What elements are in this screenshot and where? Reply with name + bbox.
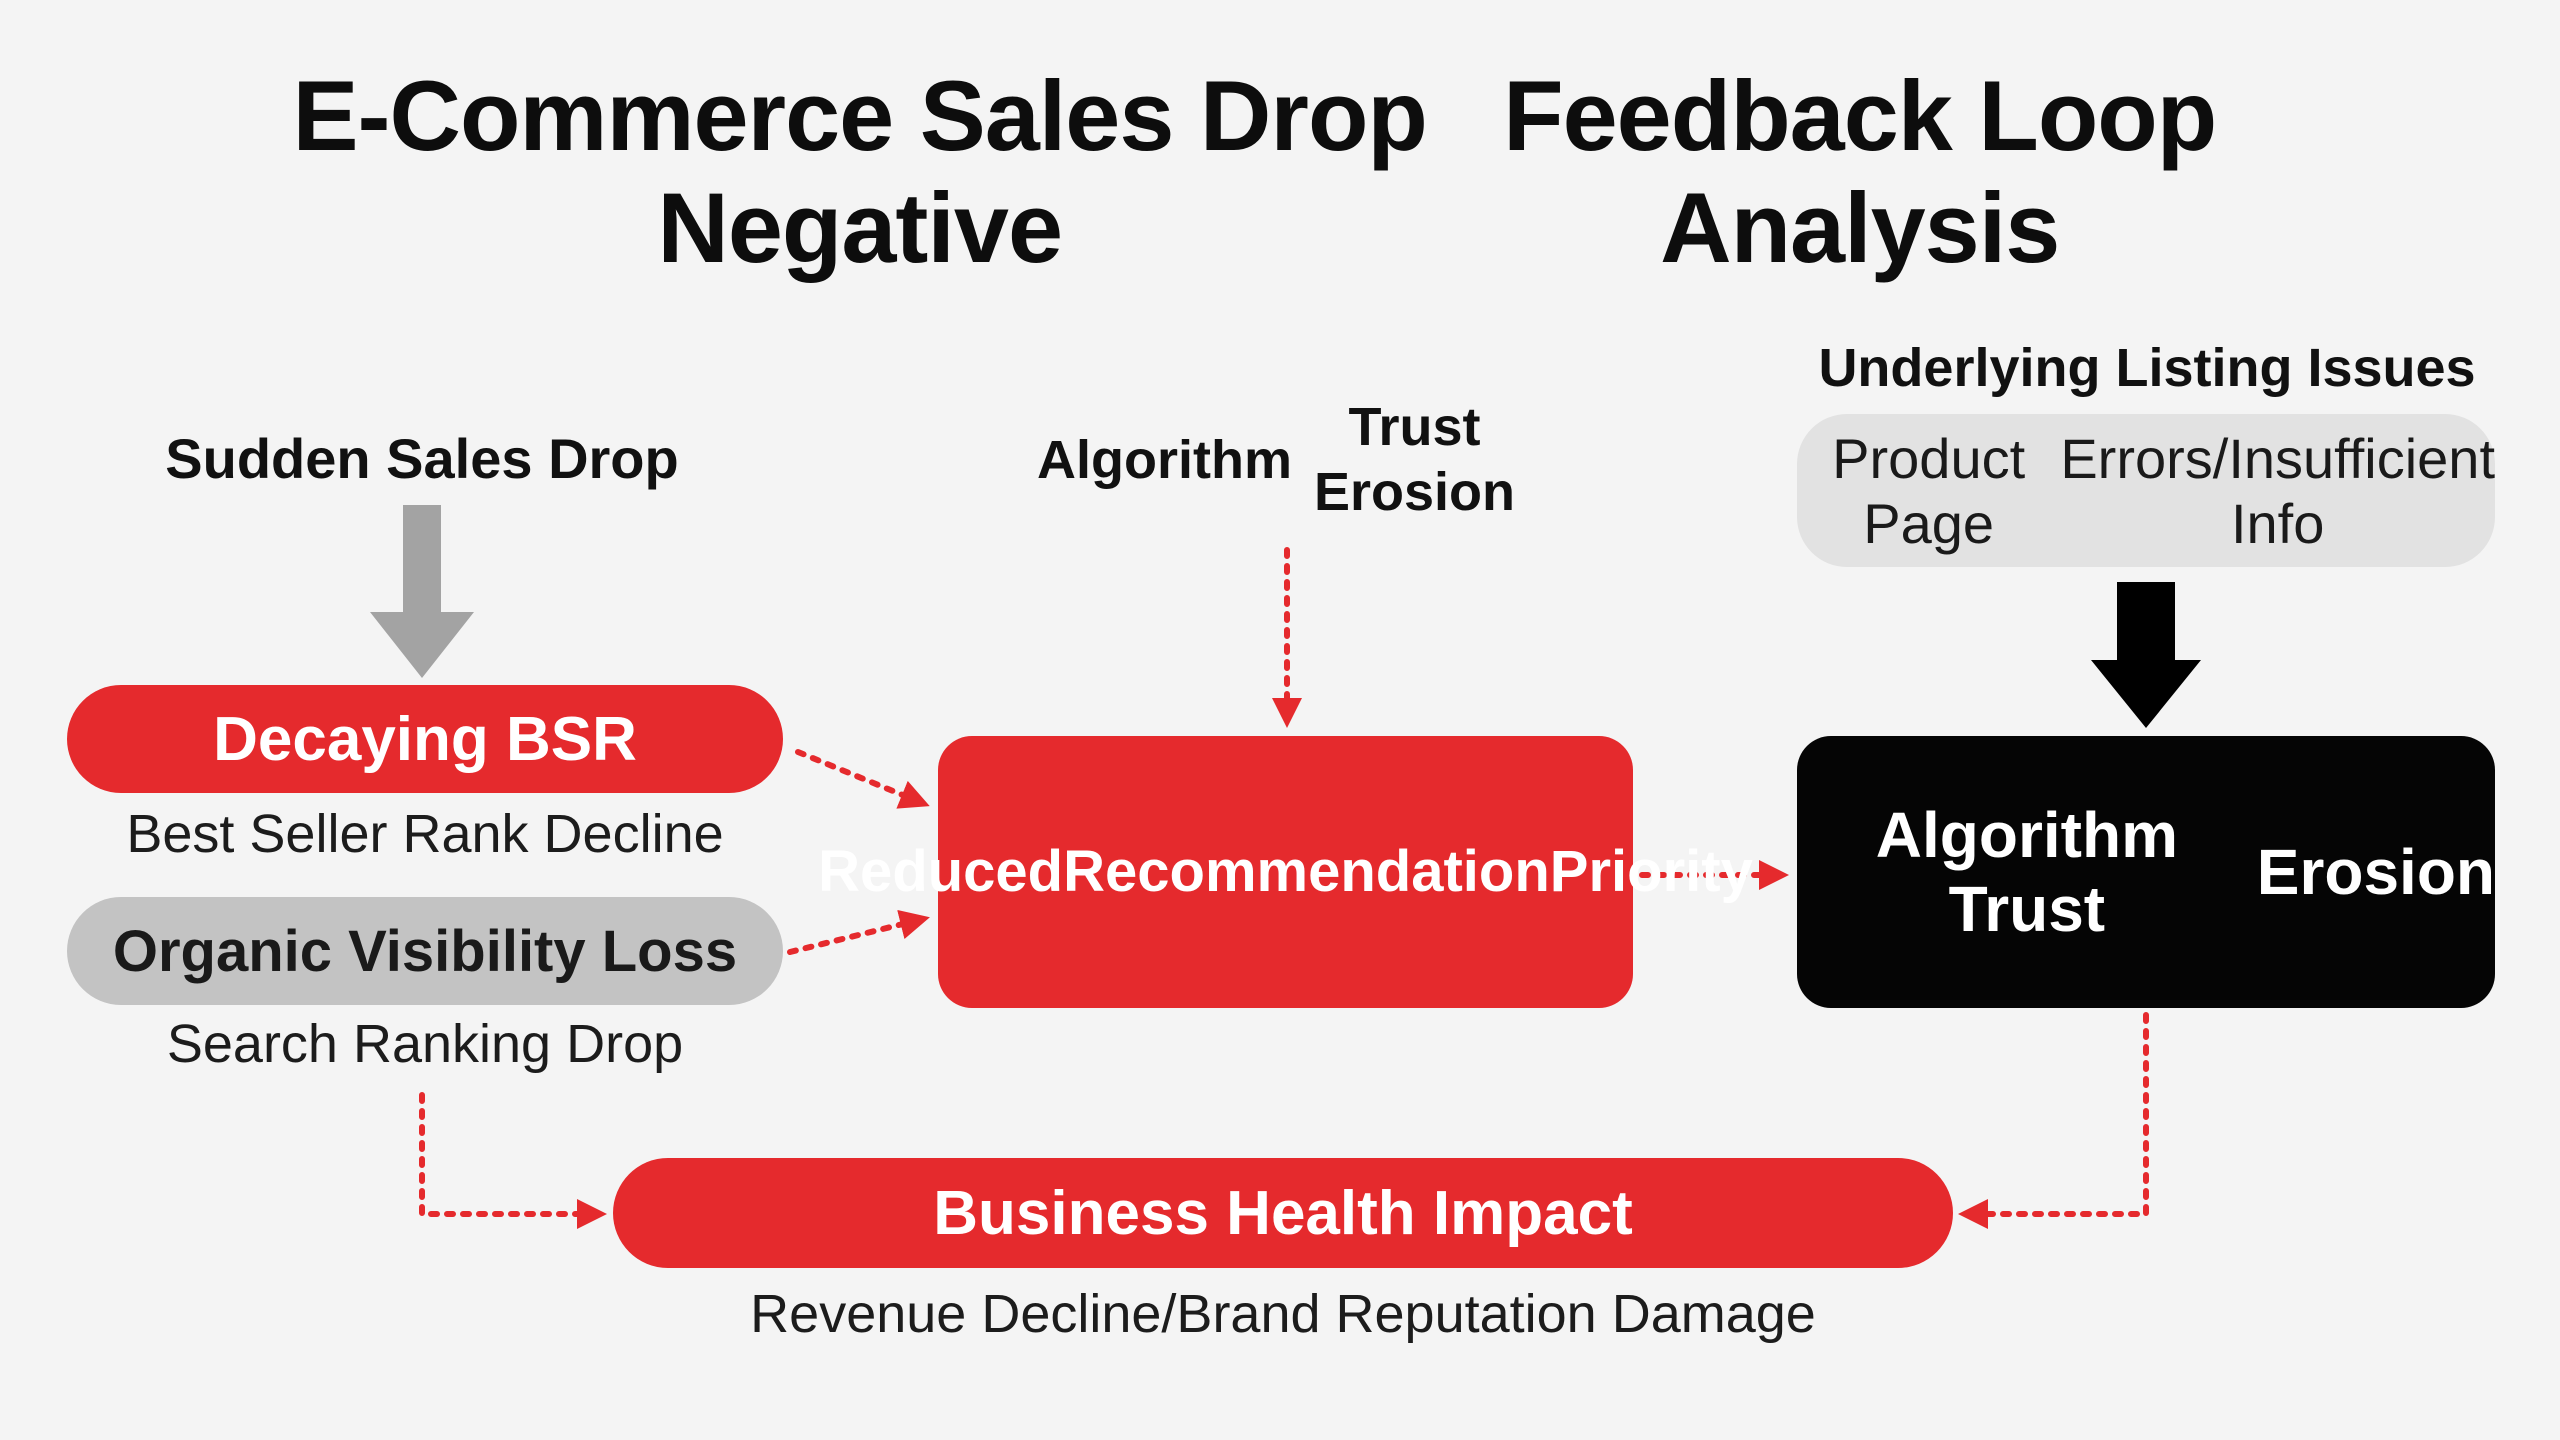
dotted-arrow-bsr-to-recommendation xyxy=(795,749,930,809)
sudden-sales-drop-label: Sudden Sales Drop xyxy=(165,426,679,490)
title-line-2: Feedback Loop Analysis xyxy=(1503,60,2217,283)
dotted-arrow-visibility-to-business xyxy=(419,1092,607,1229)
reduced-recommendation-line-1: Reduced xyxy=(818,839,1064,904)
algorithm-trust-label-line-1: Algorithm xyxy=(1037,429,1292,490)
business-health-impact-pill: Business Health Impact xyxy=(613,1158,1953,1268)
dotted-arrow-visibility-to-recommendation xyxy=(787,909,930,955)
underlying-listing-issues-label: Underlying Listing Issues xyxy=(1818,338,2476,398)
product-page-errors-line-1: Product Page xyxy=(1832,426,2026,555)
algorithm-trust-erosion-label: Algorithm Trust Erosion xyxy=(1037,390,1537,530)
reduced-recommendation-line-2: Recommendation xyxy=(1063,839,1550,904)
decaying-bsr-subtitle: Best Seller Rank Decline xyxy=(126,804,724,864)
product-page-errors-line-2: Errors/Insufficient Info xyxy=(2060,426,2495,555)
page-title: E-Commerce Sales Drop Negative Feedback … xyxy=(280,60,2280,284)
black-down-arrow xyxy=(2091,582,2201,728)
grey-down-arrow xyxy=(370,505,474,678)
product-page-errors-box: Product Page Errors/Insufficient Info xyxy=(1797,414,2495,567)
algorithm-trust-box-line-2: Erosion xyxy=(2256,836,2495,908)
business-health-subtitle: Revenue Decline/Brand Reputation Damage xyxy=(750,1284,1816,1344)
reduced-recommendation-line-3: Priority xyxy=(1549,839,1753,904)
reduced-recommendation-box: Reduced Recommendation Priority xyxy=(818,736,1753,1008)
dotted-arrow-trust-box-to-business xyxy=(1958,1012,2149,1229)
algorithm-trust-erosion-box: Algorithm Trust Erosion xyxy=(1797,736,2495,1008)
organic-visibility-loss-pill: Organic Visibility Loss xyxy=(67,897,783,1005)
algorithm-trust-label-line-2: Trust Erosion xyxy=(1313,397,1515,522)
algorithm-trust-box-line-1: Algorithm Trust xyxy=(1875,799,2178,945)
organic-visibility-subtitle: Search Ranking Drop xyxy=(166,1014,684,1074)
decaying-bsr-pill: Decaying BSR xyxy=(67,685,783,793)
title-line-1: E-Commerce Sales Drop Negative xyxy=(292,60,1427,283)
